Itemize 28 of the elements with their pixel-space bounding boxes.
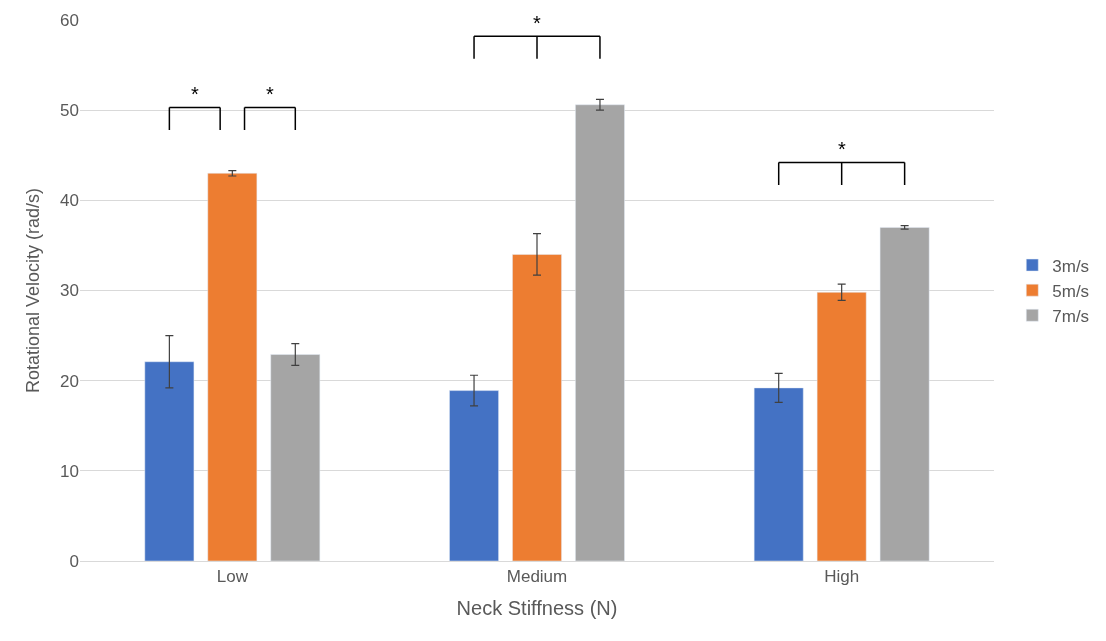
bar (270, 354, 321, 561)
x-tick-label: Medium (506, 567, 568, 587)
annotation: * (838, 138, 846, 160)
bar (512, 254, 562, 561)
legend-label: 3m/s (1052, 256, 1090, 276)
bar (753, 387, 804, 561)
x-tick-label: Low (216, 567, 249, 587)
legend-label: 5m/s (1052, 281, 1090, 301)
annotation: * (191, 83, 199, 105)
annotation: * (533, 12, 541, 34)
x-tick-label: High (824, 567, 860, 587)
y-tick-label: 10 (60, 461, 79, 481)
bar (575, 104, 625, 561)
legend-label: 7m/s (1052, 306, 1090, 326)
bar (879, 227, 930, 561)
bar (816, 292, 867, 561)
bar (144, 361, 195, 561)
y-tick-label: 40 (60, 191, 79, 211)
y-tick-label: 20 (60, 371, 79, 391)
y-tick-label: 30 (60, 281, 79, 301)
y-axis-title: Rotational Velocity (rad/s) (23, 187, 44, 394)
y-tick-label: 0 (69, 551, 79, 571)
y-tick-label: 50 (60, 101, 79, 121)
y-tick-label: 60 (60, 10, 79, 30)
annotation: * (266, 83, 274, 105)
bar (207, 173, 258, 561)
x-axis-title: Neck Stiffness (N) (456, 596, 618, 619)
bar (449, 390, 499, 561)
